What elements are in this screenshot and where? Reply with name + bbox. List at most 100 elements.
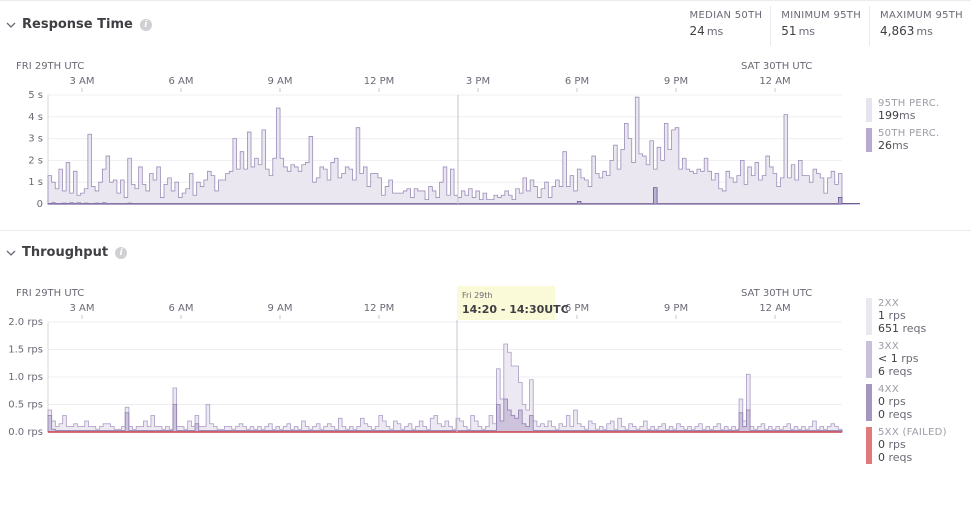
tooltip-date: Fri 29th xyxy=(462,291,492,300)
chevron-down-icon[interactable] xyxy=(6,248,16,258)
stat-label: MAXIMUM 95TH xyxy=(880,10,963,21)
legend-name: 3XX xyxy=(878,341,899,352)
legend-rate-unit: rps xyxy=(901,352,919,365)
legend-swatch xyxy=(866,384,872,421)
x-tick-label: 9 AM xyxy=(267,303,292,314)
legend-swatch xyxy=(866,298,872,335)
legend-rate: 1 xyxy=(878,309,885,322)
x-tick-label: 9 PM xyxy=(664,303,688,314)
x-tick-label: 12 PM xyxy=(364,76,395,87)
legend-value: 199 xyxy=(878,109,899,122)
tooltip-background xyxy=(457,286,555,320)
y-tick-label: 3 s xyxy=(28,134,43,145)
legend-value: 26 xyxy=(878,139,892,152)
date-label-next: SAT 30TH UTC xyxy=(741,288,812,299)
x-tick-label: 12 AM xyxy=(759,76,790,87)
x-tick-label: 12 PM xyxy=(364,303,395,314)
date-label-next: SAT 30TH UTC xyxy=(741,61,812,72)
legend-item-4xx[interactable]: 4XX 0 rps 0 reqs xyxy=(866,384,947,421)
legend-rate: 0 xyxy=(878,438,885,451)
date-label-start: FRI 29TH UTC xyxy=(16,288,84,299)
x-tick-label: 6 PM xyxy=(565,303,589,314)
x-tick-label: 9 PM xyxy=(664,76,688,87)
stat-label: MEDIAN 50TH xyxy=(689,10,763,21)
y-tick-label: 1.5 rps xyxy=(8,345,43,356)
legend-item-2xx[interactable]: 2XX 1 rps 651 reqs xyxy=(866,298,947,335)
legend-swatch xyxy=(866,427,872,464)
stat-value: 24 xyxy=(689,24,705,38)
legend-reqs: 6 xyxy=(878,365,885,378)
date-label-start: FRI 29TH UTC xyxy=(16,61,84,72)
legend-rate-unit: rps xyxy=(888,438,906,451)
legend-reqs: 0 xyxy=(878,451,885,464)
series-area-2xx xyxy=(47,343,843,433)
throughput-title: Throughput xyxy=(22,245,109,260)
legend-rate: 0 xyxy=(878,395,885,408)
legend-reqs-unit: reqs xyxy=(888,365,913,378)
x-tick-label: 3 AM xyxy=(69,303,94,314)
info-icon[interactable]: i xyxy=(115,246,128,259)
x-tick-label: 6 PM xyxy=(565,76,589,87)
x-tick-label: 6 AM xyxy=(168,76,193,87)
y-tick-label: 2.0 rps xyxy=(8,317,43,328)
x-tick-label: 9 AM xyxy=(267,76,292,87)
throughput-legend: 2XX 1 rps 651 reqs 3XX < 1 rps 6 reqs 4X… xyxy=(866,298,947,470)
legend-rate-unit: rps xyxy=(888,309,906,322)
legend-name: 50TH PERC. xyxy=(878,128,940,139)
legend-reqs: 651 xyxy=(878,322,899,335)
y-tick-label: 0.5 rps xyxy=(8,400,43,411)
stat-value: 51 xyxy=(781,24,797,38)
legend-reqs-unit: reqs xyxy=(888,451,913,464)
legend-swatch xyxy=(866,98,872,122)
response-legend: 95TH PERC. 199ms 50TH PERC. 26ms xyxy=(866,98,940,158)
stat-unit: ms xyxy=(798,25,816,38)
throughput-chart[interactable]: FRI 29TH UTC SAT 30TH UTC 3 AM 6 AM 9 AM 12 P… xyxy=(0,282,860,442)
x-tick-label: 6 AM xyxy=(168,303,193,314)
throughput-header[interactable]: Throughput i xyxy=(0,245,128,260)
y-tick-label: 5 s xyxy=(28,90,43,101)
stat-unit: ms xyxy=(706,25,724,38)
x-tick-label: 3 PM xyxy=(466,76,490,87)
series-area-3xx xyxy=(47,398,843,433)
legend-name: 5XX (FAILED) xyxy=(878,427,947,438)
section-divider xyxy=(0,230,971,231)
legend-item-95th[interactable]: 95TH PERC. 199ms xyxy=(866,98,940,122)
info-icon[interactable]: i xyxy=(139,18,152,31)
x-tick-label: 3 AM xyxy=(69,76,94,87)
response-stats: MEDIAN 50TH 24 ms MINIMUM 95TH 51 ms MAXIM… xyxy=(680,6,971,46)
legend-item-5xx[interactable]: 5XX (FAILED) 0 rps 0 reqs xyxy=(866,427,947,464)
series-area-95th-perc xyxy=(47,96,843,205)
legend-unit: ms xyxy=(899,109,916,122)
y-tick-label: 0 xyxy=(37,199,43,210)
legend-swatch xyxy=(866,128,872,152)
response-time-chart[interactable]: FRI 29TH UTC SAT 30TH UTC 3 AM 6 AM 9 AM 12 P… xyxy=(0,55,860,215)
tooltip-range: 14:20 - 14:30UTC xyxy=(462,303,569,316)
y-tick-label: 1.0 rps xyxy=(8,372,43,383)
stat-unit: ms xyxy=(916,25,933,38)
stat-minimum: MINIMUM 95TH 51 ms xyxy=(770,6,869,46)
y-tick-label: 0.0 rps xyxy=(8,427,43,438)
legend-name: 2XX xyxy=(878,298,899,309)
chevron-down-icon[interactable] xyxy=(6,20,16,30)
legend-name: 4XX xyxy=(878,384,899,395)
legend-name: 95TH PERC. xyxy=(878,98,940,109)
legend-unit: ms xyxy=(892,139,909,152)
legend-reqs-unit: reqs xyxy=(888,408,913,421)
stat-median: MEDIAN 50TH 24 ms xyxy=(680,6,771,46)
stat-value: 4,863 xyxy=(880,24,915,38)
legend-item-50th[interactable]: 50TH PERC. 26ms xyxy=(866,128,940,152)
legend-item-3xx[interactable]: 3XX < 1 rps 6 reqs xyxy=(866,341,947,378)
x-tick-label: 12 AM xyxy=(759,303,790,314)
legend-reqs: 0 xyxy=(878,408,885,421)
legend-reqs-unit: reqs xyxy=(902,322,927,335)
stat-label: MINIMUM 95TH xyxy=(781,10,862,21)
response-time-title: Response Time xyxy=(22,17,133,32)
response-time-header[interactable]: Response Time i xyxy=(0,17,152,32)
y-tick-label: 2 s xyxy=(28,155,43,166)
stat-maximum: MAXIMUM 95TH 4,863 ms xyxy=(869,6,971,46)
y-tick-label: 1 s xyxy=(28,177,43,188)
y-tick-label: 4 s xyxy=(28,112,43,123)
time-tooltip: Fri 29th 14:20 - 14:30UTC xyxy=(457,286,569,320)
top-border xyxy=(0,0,971,1)
legend-rate-unit: rps xyxy=(888,395,906,408)
